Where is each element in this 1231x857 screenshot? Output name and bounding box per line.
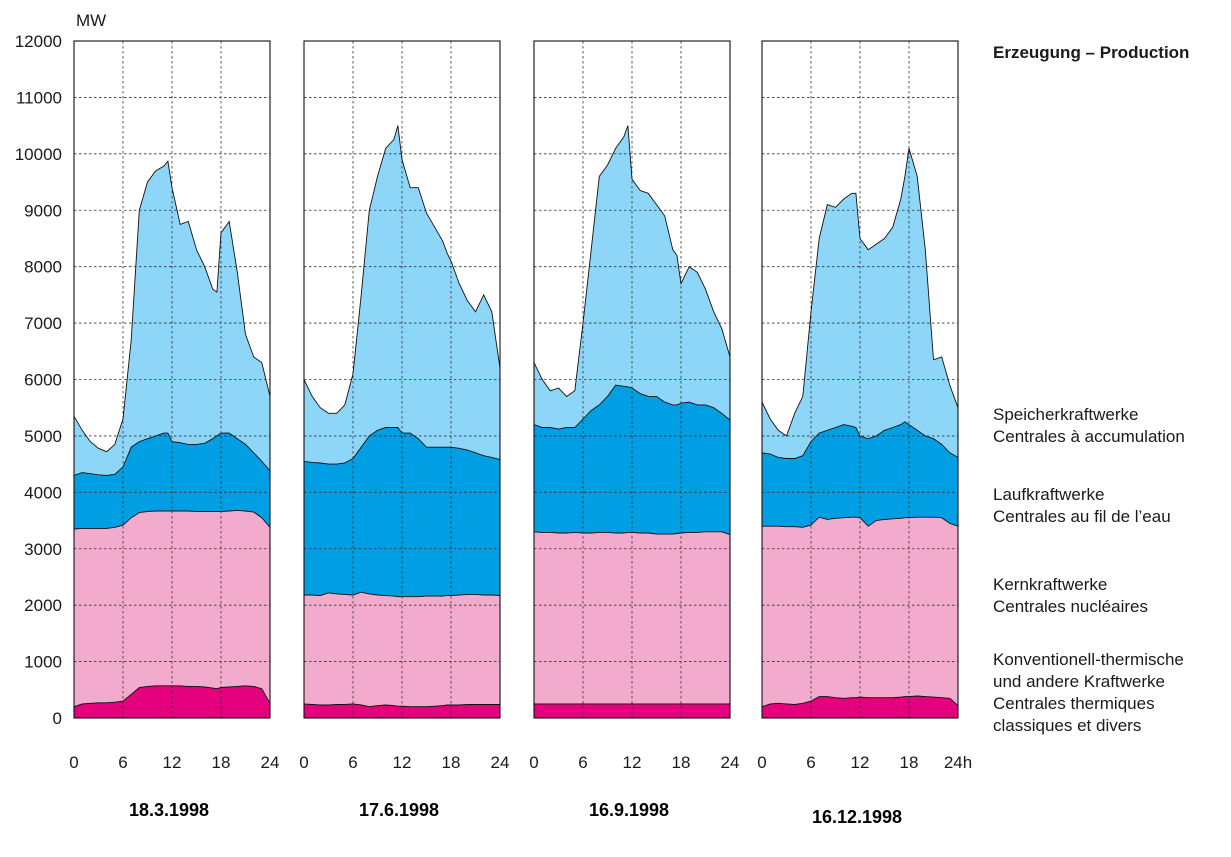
run-of-river-line — [761, 421, 959, 459]
y-tick-label: 6000 — [24, 371, 62, 390]
y-tick-label: 8000 — [24, 258, 62, 277]
nuclear-line — [73, 509, 271, 530]
y-tick-label: 4000 — [24, 483, 62, 502]
legend-text: classiques et divers — [993, 716, 1141, 735]
x-tick-label: 6 — [578, 753, 587, 772]
x-tick-label: 0 — [299, 753, 308, 772]
x-tick-label: 0 — [69, 753, 78, 772]
nuclear-line — [762, 516, 959, 528]
run-of-river-line — [73, 432, 271, 476]
x-tick-label: 24 — [721, 753, 740, 772]
legend-entry-run-of-river: Laufkraftwerke Centrales au fil de l’eau — [993, 485, 1171, 526]
y-tick-label: 2000 — [24, 596, 62, 615]
panel-frame — [761, 40, 959, 719]
nuclear-line — [304, 591, 501, 598]
y-tick-label: 5000 — [24, 427, 62, 446]
x-tick-label: 0 — [529, 753, 538, 772]
chart-title: Erzeugung – Production — [993, 43, 1189, 62]
legend-text: Speicherkraftwerke — [993, 405, 1139, 424]
x-tick-label: 12 — [851, 753, 870, 772]
x-tick-label: 6 — [118, 753, 127, 772]
y-tick-label: 3000 — [24, 540, 62, 559]
legend-text: Kernkraftwerke — [993, 575, 1107, 594]
storage-line — [761, 148, 959, 437]
legend: Speicherkraftwerke Centrales à accumulati… — [993, 405, 1185, 735]
x-tick-label: 24h — [944, 753, 972, 772]
y-tick-label: 1000 — [24, 653, 62, 672]
thermal-line — [73, 685, 271, 708]
panel-date: 16.9.1998 — [589, 800, 669, 820]
panel-3: 0 6 12 18 24 16.9.1998 — [529, 40, 740, 820]
x-tick-label: 18 — [900, 753, 919, 772]
x-tick-label: 24 — [261, 753, 280, 772]
x-tick-label: 12 — [163, 753, 182, 772]
x-tick-label: 12 — [623, 753, 642, 772]
x-tick-label: 18 — [442, 753, 461, 772]
x-tick-label: 24 — [491, 753, 510, 772]
panel-4: 0 6 12 18 24h 16.12.1998 — [757, 40, 972, 827]
legend-text: Centrales nucléaires — [993, 597, 1148, 616]
nuclear-line — [533, 531, 731, 536]
legend-entry-storage: Speicherkraftwerke Centrales à accumulati… — [993, 405, 1185, 446]
y-tick-label: 10000 — [15, 145, 62, 164]
legend-text: Centrales thermiques — [993, 694, 1155, 713]
x-tick-label: 0 — [757, 753, 766, 772]
y-tick-label: 0 — [53, 709, 62, 728]
x-tick-label: 12 — [393, 753, 412, 772]
x-tick-label: 6 — [348, 753, 357, 772]
y-axis-ticks: 0 1000 2000 3000 4000 5000 6000 7000 8000 9000 100… — [15, 32, 62, 728]
panel-frame — [303, 40, 501, 719]
panel-frame — [533, 40, 731, 719]
legend-text: Laufkraftwerke — [993, 485, 1105, 504]
legend-text: Centrales au fil de l’eau — [993, 507, 1171, 526]
x-tick-label: 18 — [212, 753, 231, 772]
storage-line — [533, 125, 731, 397]
run-of-river-line — [533, 384, 731, 430]
panel-2: 0 6 12 18 24 17.6.1998 — [299, 40, 510, 820]
thermal-line — [761, 695, 959, 708]
panel-1: 0 6 12 18 24 18.3.1998 — [69, 40, 280, 820]
x-tick-label: 18 — [672, 753, 691, 772]
legend-text: Centrales à accumulation — [993, 427, 1185, 446]
y-tick-label: 9000 — [24, 201, 62, 220]
legend-text: und andere Kraftwerke — [993, 672, 1165, 691]
y-tick-label: 12000 — [15, 32, 62, 51]
x-tick-label: 6 — [806, 753, 815, 772]
legend-entry-thermal: Konventionell-thermische und andere Kraft… — [993, 650, 1184, 735]
panel-date: 16.12.1998 — [812, 807, 902, 827]
storage-line — [303, 125, 501, 414]
y-tick-label: 7000 — [24, 314, 62, 333]
panel-frame — [73, 40, 271, 719]
legend-entry-nuclear: Kernkraftwerke Centrales nucléaires — [993, 575, 1148, 616]
legend-text: Konventionell-thermische — [993, 650, 1184, 669]
thermal-line — [303, 703, 500, 708]
panel-date: 17.6.1998 — [359, 800, 439, 820]
y-axis-label: MW — [76, 11, 106, 30]
panels: 0 6 12 18 24 18.3.1998 0 6 12 18 24 17.6.1998 0 6 12 18… — [69, 40, 972, 827]
panel-date: 18.3.1998 — [129, 800, 209, 820]
nuclear-area — [304, 592, 500, 707]
storage-line — [73, 160, 271, 453]
run-of-river-line — [303, 427, 501, 465]
y-tick-label: 11000 — [16, 88, 62, 107]
